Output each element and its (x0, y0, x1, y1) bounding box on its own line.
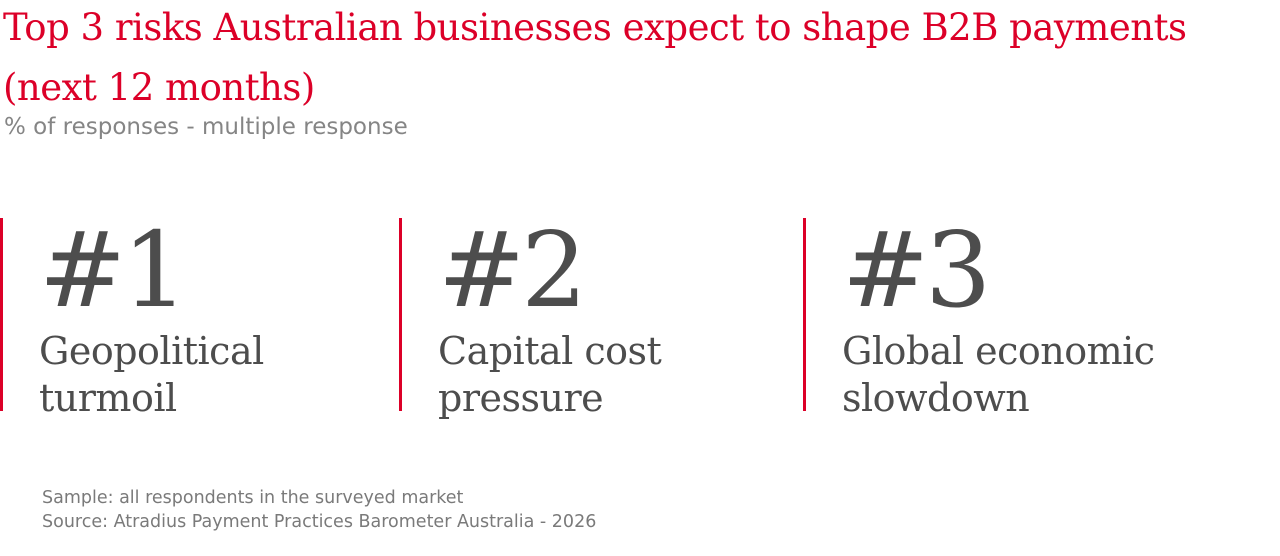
risk-label: Global economic slowdown (842, 329, 1155, 420)
footer: Sample: all respondents in the surveyed … (42, 486, 596, 534)
risk-item-1: #1 Geopolitical turmoil (0, 209, 359, 420)
risk-rank: #3 (842, 209, 991, 331)
risk-rank: #2 (438, 209, 587, 331)
risk-item-3: #3 Global economic slowdown (803, 209, 1182, 420)
subtitle: % of responses - multiple response (4, 114, 408, 140)
risk-label: Geopolitical turmoil (39, 329, 264, 420)
sample-note: Sample: all respondents in the surveyed … (42, 488, 464, 508)
risk-label: Capital cost pressure (438, 329, 662, 420)
risk-rank: #1 (39, 209, 188, 331)
risk-item-2: #2 Capital cost pressure (399, 209, 758, 420)
source-note: Source: Atradius Payment Practices Barom… (42, 512, 597, 532)
page-title: Top 3 risks Australian businesses expect… (3, 6, 1187, 109)
